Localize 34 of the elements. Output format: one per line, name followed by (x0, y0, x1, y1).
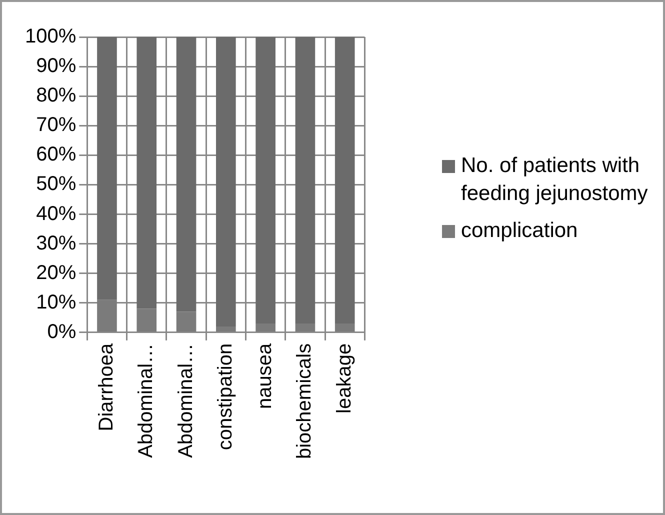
legend-label: No. of patients with feeding jejunostomy (461, 153, 649, 208)
bar (256, 324, 276, 332)
bar (136, 308, 157, 332)
legend-label: complication (461, 218, 578, 244)
x-tick-label: nausea (254, 342, 276, 410)
bar (136, 37, 157, 309)
bar (176, 312, 196, 332)
y-tick-label: 90% (36, 55, 76, 78)
x-tick-label: biochemicals (294, 343, 316, 460)
bar (256, 37, 276, 324)
x-tick-label: Abdominal… (135, 343, 158, 458)
y-tick-label: 0% (47, 320, 76, 343)
bar (97, 37, 117, 300)
bar (295, 37, 316, 324)
bar (295, 324, 316, 332)
bar (216, 326, 236, 332)
bar (334, 37, 355, 324)
y-tick-label: 80% (36, 84, 76, 107)
y-tick-label: 100% (24, 26, 76, 48)
y-tick-label: 30% (36, 232, 76, 254)
x-tick-label: leakage (333, 343, 356, 414)
y-tick-label: 40% (36, 202, 76, 225)
bar (334, 324, 355, 332)
x-tick-label: Diarrhoea (95, 342, 118, 432)
bar (176, 37, 196, 312)
y-tick-label: 50% (36, 173, 76, 196)
y-tick-label: 60% (36, 144, 76, 166)
y-tick-label: 20% (36, 262, 76, 284)
bar (97, 300, 117, 332)
x-tick-label: constipation (214, 343, 236, 450)
x-tick-label: Abdominal… (174, 343, 197, 458)
bar (216, 37, 236, 326)
y-tick-label: 10% (36, 291, 76, 314)
y-tick-label: 70% (36, 114, 76, 136)
